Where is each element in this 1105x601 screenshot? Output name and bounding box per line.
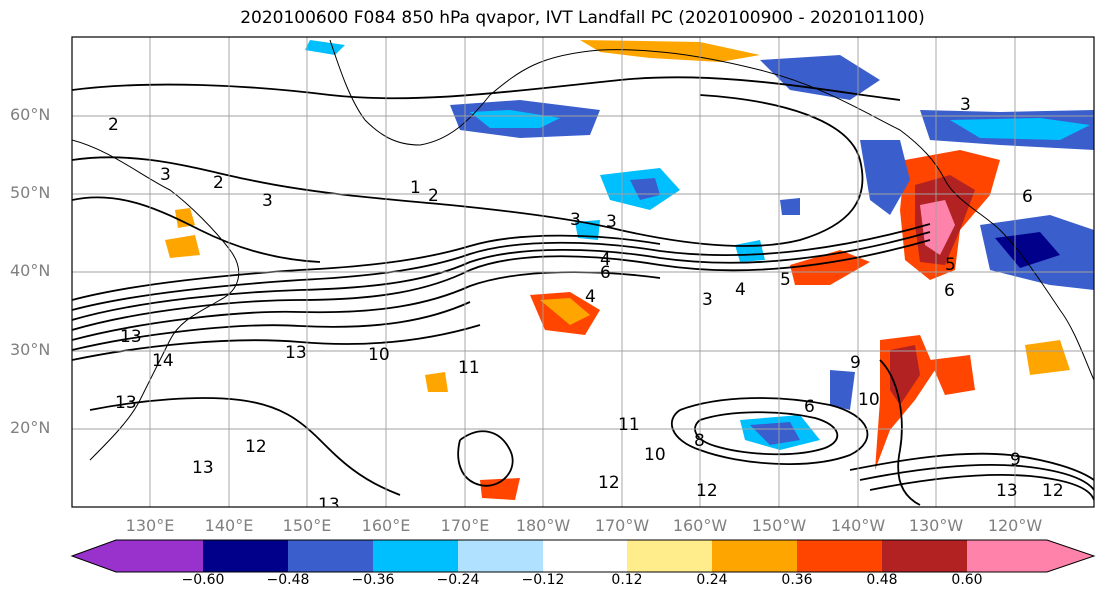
contour-labels: 2 3 2 1 2 3 3 3 4 3 4 5 6 4 5 6 6 13 14 … [108, 95, 1064, 515]
colorbar-tick-label: 0.48 [866, 572, 898, 588]
lon-label: 130°W [908, 516, 964, 535]
map-frame [71, 36, 1095, 508]
contour-label: 12 [696, 481, 718, 501]
colorbar-tick-label: −0.12 [521, 572, 565, 588]
colorbar-segment [712, 540, 797, 572]
contour-label: 11 [618, 415, 640, 435]
contour-label: 3 [570, 210, 581, 230]
colorbar-segment [882, 540, 967, 572]
lon-label: 180°W [515, 516, 571, 535]
contour-label: 11 [458, 358, 480, 378]
lat-label: 60°N [10, 105, 51, 124]
contour-label: 8 [694, 431, 705, 451]
map-title: 2020100600 F084 850 hPa qvapor, IVT Land… [240, 8, 925, 28]
lat-label: 50°N [10, 183, 51, 202]
contour-label: 3 [262, 191, 273, 211]
contour-label: 10 [858, 390, 880, 410]
lon-label: 160°E [361, 516, 411, 535]
contour-label: 5 [780, 270, 791, 290]
contour-label: 3 [702, 290, 713, 310]
lon-label: 140°E [204, 516, 254, 535]
colorbar-tick-label: −0.60 [181, 572, 225, 588]
lat-label: 20°N [10, 418, 51, 437]
contour-label: 12 [245, 437, 267, 457]
colorbar-segment [116, 540, 203, 572]
colorbar-tick-label: 0.36 [781, 572, 813, 588]
lat-label: 40°N [10, 261, 51, 280]
colorbar-segment [627, 540, 712, 572]
contour-label: 10 [368, 345, 390, 365]
lat-label: 30°N [10, 340, 51, 359]
colorbar-segment [967, 540, 1047, 572]
contour-label: 6 [944, 281, 955, 301]
contour-label: 6 [804, 397, 815, 417]
coastlines [72, 39, 1094, 461]
contour-label: 13 [318, 495, 340, 515]
colorbar-tick-label: −0.48 [266, 572, 310, 588]
lon-label: 170°E [440, 516, 490, 535]
colorbar-segment [288, 540, 373, 572]
colorbar-tick-label: 0.12 [611, 572, 643, 588]
lon-label: 120°W [987, 516, 1043, 535]
contour-label: 3 [160, 165, 171, 185]
lon-label: 160°W [672, 516, 728, 535]
colorbar-extend-left [72, 540, 116, 572]
contour-label: 14 [152, 351, 174, 371]
contour-label: 10 [644, 445, 666, 465]
contour-label: 5 [945, 255, 956, 275]
colorbar-segment [797, 540, 882, 572]
colorbar-extend-right [1047, 540, 1094, 572]
colorbar [70, 539, 1096, 573]
qvapor-shading [165, 40, 1094, 500]
lon-label: 130°E [125, 516, 175, 535]
contour-label: 6 [600, 263, 611, 283]
contour-label: 1 [410, 178, 421, 198]
lon-label: 170°W [594, 516, 650, 535]
colorbar-segment [543, 540, 627, 572]
contour-label: 9 [1010, 450, 1021, 470]
contour-label: 4 [585, 287, 596, 307]
contour-label: 13 [192, 458, 214, 478]
contour-label: 6 [1022, 187, 1033, 207]
colorbar-segment [458, 540, 543, 572]
contour-label: 12 [598, 473, 620, 493]
contour-label: 13 [120, 327, 142, 347]
colorbar-tick-label: 0.60 [951, 572, 983, 588]
contour-label: 4 [735, 280, 746, 300]
colorbar-tick-label: −0.36 [351, 572, 395, 588]
colorbar-segment [373, 540, 458, 572]
contour-label: 4 [600, 250, 611, 270]
contour-label: 13 [115, 393, 137, 413]
contour-label: 13 [285, 343, 307, 363]
colorbar-outline [70, 539, 1096, 573]
contour-label: 13 [996, 481, 1018, 501]
lon-label: 150°E [282, 516, 332, 535]
lon-label: 150°W [751, 516, 807, 535]
lon-label: 140°W [830, 516, 886, 535]
contour-label: 12 [1042, 481, 1064, 501]
colorbar-tick-label: −0.24 [436, 572, 480, 588]
colorbar-segment [203, 540, 288, 572]
ivt-contours [72, 76, 1094, 506]
colorbar-tick-label: 0.24 [696, 572, 728, 588]
graticule [72, 37, 1094, 507]
contour-label: 3 [960, 95, 971, 115]
contour-label: 2 [108, 115, 119, 135]
contour-label: 2 [213, 173, 224, 193]
contour-label: 3 [606, 212, 617, 232]
contour-label: 2 [428, 186, 439, 206]
contour-label: 9 [850, 353, 861, 373]
